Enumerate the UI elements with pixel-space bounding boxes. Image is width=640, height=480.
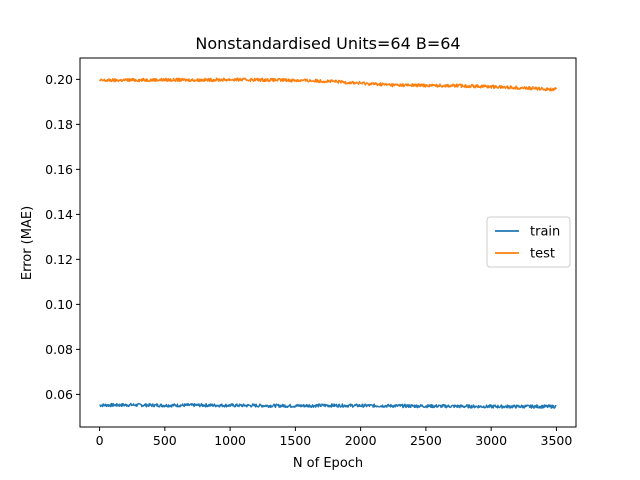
series-line-train bbox=[99, 402, 557, 409]
y-tick-label: 0.10 bbox=[45, 297, 73, 312]
x-tick-label: 3000 bbox=[475, 433, 507, 448]
y-axis: 0.06 0.08 0.10 0.12 0.14 0.16 0.18 0.20 bbox=[45, 72, 80, 402]
y-axis-label: Error (MAE) bbox=[20, 206, 35, 280]
x-axis: 0 500 1000 1500 2000 2500 3000 3500 bbox=[96, 427, 573, 448]
y-tick-label: 0.16 bbox=[45, 162, 73, 177]
x-axis-label: N of Epoch bbox=[293, 456, 363, 471]
plot-area bbox=[79, 57, 577, 428]
y-tick-label: 0.14 bbox=[45, 207, 73, 222]
plot-lines bbox=[98, 77, 558, 409]
legend: train test bbox=[486, 216, 571, 268]
y-tick-label: 0.06 bbox=[45, 387, 73, 402]
y-tick-label: 0.12 bbox=[45, 252, 73, 267]
x-tick-label: 500 bbox=[153, 433, 177, 448]
x-tick-label: 2000 bbox=[345, 433, 377, 448]
x-tick-label: 0 bbox=[96, 433, 104, 448]
legend-label-train: train bbox=[530, 225, 560, 240]
y-tick-label: 0.08 bbox=[45, 342, 73, 357]
x-tick-label: 2500 bbox=[410, 433, 442, 448]
series-line-test bbox=[98, 77, 558, 92]
y-tick-label: 0.20 bbox=[45, 72, 73, 87]
legend-box bbox=[486, 216, 571, 268]
chart-title: Nonstandardised Units=64 B=64 bbox=[195, 34, 460, 53]
x-tick-label: 3500 bbox=[541, 433, 573, 448]
y-tick-label: 0.18 bbox=[45, 117, 73, 132]
legend-label-test: test bbox=[530, 247, 555, 262]
x-tick-label: 1000 bbox=[214, 433, 246, 448]
x-tick-label: 1500 bbox=[279, 433, 311, 448]
